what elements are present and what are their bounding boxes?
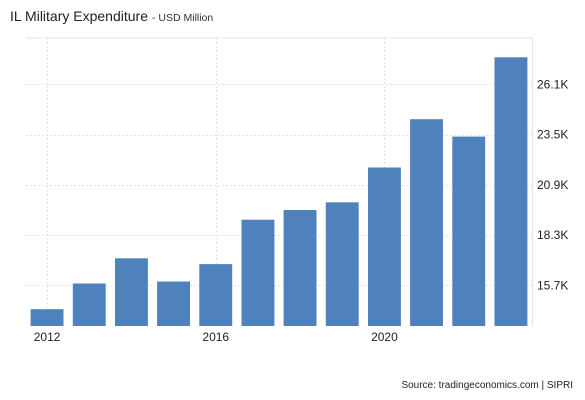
- y-tick-label: 20.9K: [537, 178, 568, 192]
- chart-title-block: IL Military Expenditure - USD Million: [10, 8, 213, 26]
- x-tick-label: 2016: [202, 330, 229, 344]
- y-tick-label: 15.7K: [537, 278, 568, 292]
- bar-2012: [30, 309, 64, 326]
- bar-2019: [325, 202, 359, 326]
- chart-title: IL Military Expenditure: [10, 8, 148, 24]
- bar-2023: [494, 57, 528, 327]
- bar-2017: [241, 219, 275, 326]
- bar-2020: [368, 167, 401, 326]
- y-tick-label: 18.3K: [537, 228, 568, 242]
- x-tick-label: 2012: [34, 330, 61, 344]
- bar-2022: [452, 136, 486, 326]
- source-note: Source: tradingeconomics.com | SIPRI: [401, 380, 573, 391]
- x-tick-label: 2020: [371, 330, 398, 344]
- bar-2016: [199, 264, 233, 326]
- bar-2021: [410, 119, 443, 326]
- y-tick-label: 26.1K: [537, 77, 568, 91]
- y-tick-label: 23.5K: [537, 128, 568, 142]
- chart-subtitle: - USD Million: [151, 12, 214, 24]
- bar-2015: [157, 281, 190, 326]
- bar-2018: [283, 210, 317, 326]
- bar-2014: [115, 258, 148, 326]
- bar-2013: [72, 283, 106, 326]
